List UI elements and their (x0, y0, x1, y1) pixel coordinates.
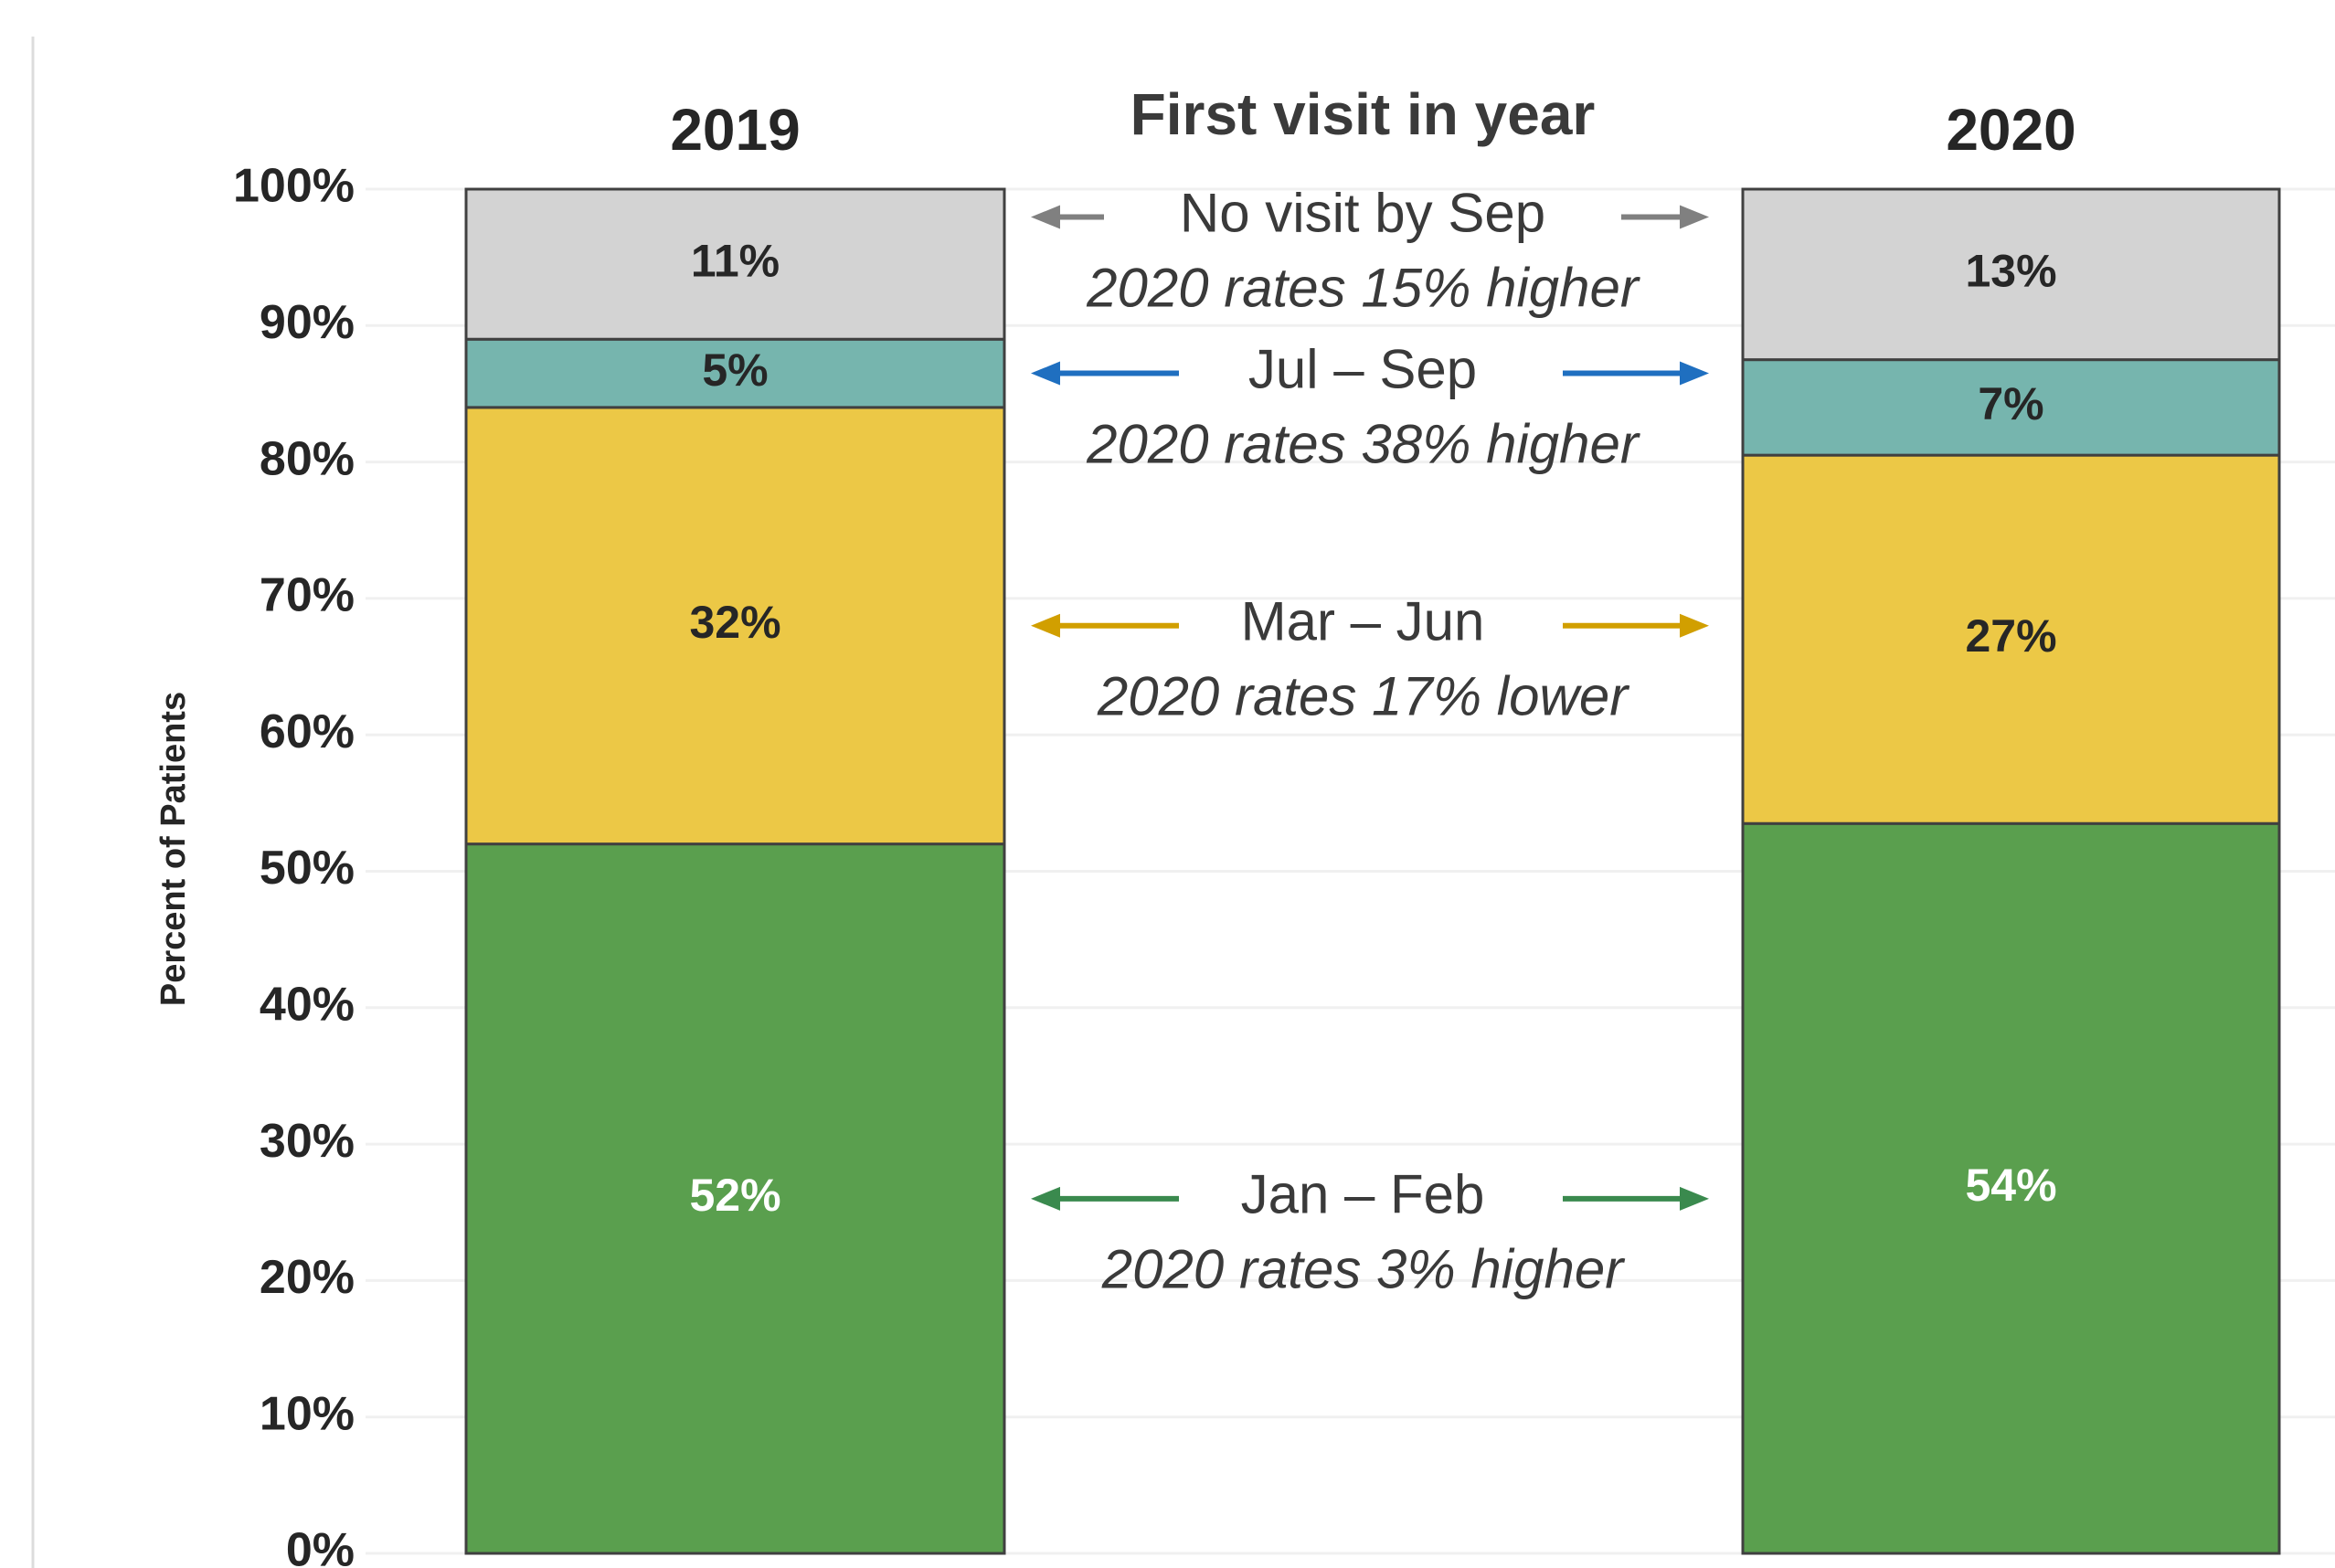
y-tick-label: 60% (260, 705, 355, 758)
bar-segment (1741, 187, 2281, 362)
bar-segment (1741, 358, 2281, 457)
data-label: 32% (689, 597, 780, 648)
comparison-note: 2020 rates 15% higher (1086, 257, 1640, 318)
y-tick-label: 30% (260, 1115, 355, 1168)
legend-label: Mar – Jun (1241, 591, 1485, 652)
data-label: 5% (702, 344, 768, 396)
y-tick-label: 80% (260, 432, 355, 485)
y-tick-label: 10% (260, 1387, 355, 1440)
arrow-head (1031, 205, 1060, 229)
arrow-head (1031, 1186, 1060, 1211)
legend-label: Jan – Feb (1241, 1164, 1485, 1225)
y-tick-label: 90% (260, 296, 355, 349)
bar-segment (464, 842, 1006, 1555)
arrow-head (1680, 613, 1709, 638)
arrow-head (1031, 361, 1060, 386)
arrow-head (1680, 205, 1709, 229)
y-tick-label: 20% (260, 1251, 355, 1304)
bar-segment (464, 187, 1006, 341)
y-axis-title: Percent of Patients (154, 692, 193, 1006)
data-label: 52% (689, 1170, 780, 1221)
comparison-note: 2020 rates 38% higher (1086, 413, 1640, 474)
y-tick-label: 40% (260, 979, 355, 1032)
data-label: 7% (1978, 378, 2043, 429)
arrow-head (1031, 613, 1060, 638)
bar-segment (464, 406, 1006, 846)
data-label: 54% (1965, 1160, 2056, 1211)
bar-segment (1741, 453, 2281, 825)
data-label: 11% (691, 235, 780, 286)
legend-label: No visit by Sep (1180, 182, 1545, 243)
y-tick-label: 0% (286, 1524, 355, 1568)
comparison-note: 2020 rates 3% higher (1101, 1239, 1625, 1300)
data-label: 13% (1965, 246, 2056, 297)
annotation-title: First visit in year (1130, 81, 1596, 147)
x-category-label: 2019 (670, 97, 800, 163)
comparison-note: 2020 rates 17% lower (1097, 666, 1629, 727)
arrow-head (1680, 1186, 1709, 1211)
legend-label: Jul – Sep (1248, 338, 1477, 399)
y-tick-label: 50% (260, 842, 355, 895)
y-tick-label: 100% (233, 160, 355, 213)
data-label: 27% (1965, 610, 2056, 662)
arrow-head (1680, 361, 1709, 386)
bar-segment (1741, 821, 2281, 1555)
x-category-label: 2020 (1946, 97, 2075, 163)
y-tick-label: 70% (260, 569, 355, 622)
